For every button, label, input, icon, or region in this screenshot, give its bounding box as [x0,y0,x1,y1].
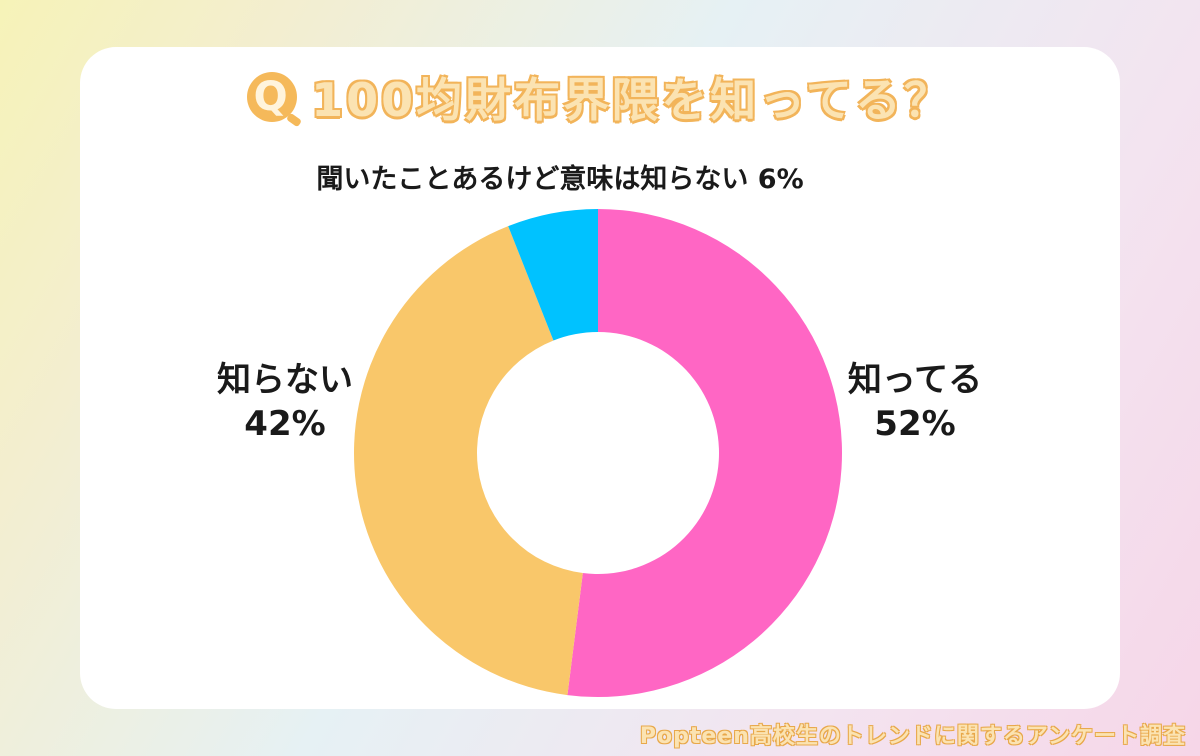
title-text: 100均財布界隈を知ってる？ [311,73,953,127]
source-footer: Popteen高校生のトレンドに関するアンケート調査 [639,724,1186,749]
label-heard-value: 6% [757,164,804,195]
label-dont-know: 知らない 42% [200,358,370,446]
q-badge-icon: Q [247,72,298,122]
slice-know [567,209,843,698]
slice-dont-know [354,226,583,696]
label-dont-know-value: 42% [244,404,326,444]
label-know-value: 52% [874,404,956,444]
label-know-name: 知ってる [847,360,983,400]
label-dont-know-name: 知らない [217,360,353,400]
label-heard-name: 聞いたことあるけど意味は知らない [316,164,749,195]
slice-heard [508,209,598,341]
chart-title: Q 100均財布界隈を知ってる？ [0,62,1200,132]
label-heard: 聞いたことあるけど意味は知らない 6% [290,163,830,197]
label-know: 知ってる 52% [830,358,1000,446]
